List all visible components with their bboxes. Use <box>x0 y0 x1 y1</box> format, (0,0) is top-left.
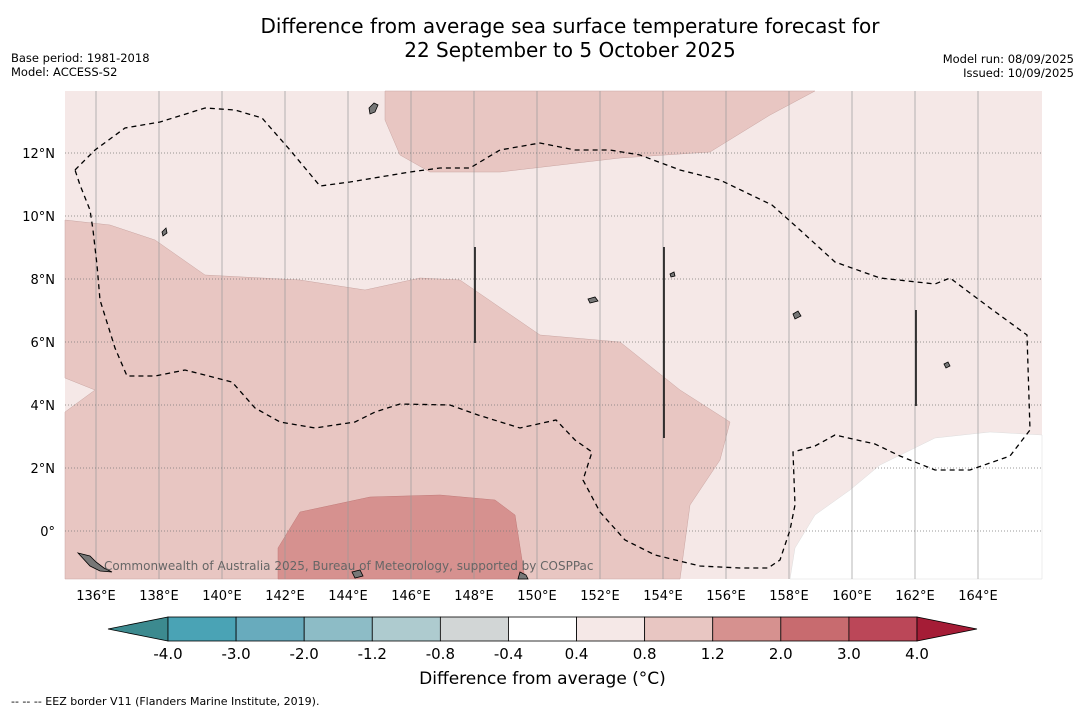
colorbar-tick-label: 2.0 <box>769 645 793 663</box>
lat-label: 6°N <box>31 336 56 351</box>
colorbar: -4.0 -3.0 -2.0 -1.2 -0.8 -0.4 0.4 0.8 1.2 2.0 3.0 4… <box>107 616 978 663</box>
latitude-labels: 12°N 10°N 8°N 6°N 4°N 2°N 0° <box>22 147 55 540</box>
island-1 <box>368 102 379 115</box>
colorbar-title: Difference from average (°C) <box>419 669 666 689</box>
credit-text: Commonwealth of Australia 2025, Bureau o… <box>104 559 594 573</box>
lat-label: 4°N <box>31 399 56 414</box>
lat-label: 10°N <box>22 210 55 225</box>
lon-label: 164°E <box>958 589 998 604</box>
colorbar-tick-label: -0.8 <box>426 645 455 663</box>
title-line-1: Difference from average sea surface temp… <box>260 14 880 38</box>
title-line-2: 22 September to 5 October 2025 <box>404 38 736 62</box>
meta-right: Model run: 08/09/2025 Issued: 10/09/2025 <box>943 52 1074 80</box>
colorbar-extend-high <box>916 616 978 642</box>
colorbar-tick-label: 0.8 <box>633 645 657 663</box>
island-2 <box>161 227 168 237</box>
islands <box>76 102 951 580</box>
lon-label: 156°E <box>706 589 746 604</box>
longitude-gridlines <box>95 91 979 579</box>
colorbar-tick-label: -3.0 <box>221 645 250 663</box>
island-8 <box>517 571 529 580</box>
colorbar-segment <box>371 616 441 642</box>
colorbar-tick-label: 0.4 <box>565 645 589 663</box>
base-period: Base period: 1981-2018 <box>11 51 150 65</box>
colorbar-tick-label: -0.4 <box>494 645 523 663</box>
latitude-gridlines <box>65 152 1042 532</box>
lon-label: 148°E <box>454 589 494 604</box>
lon-label: 160°E <box>832 589 872 604</box>
colorbar-tick-label: 3.0 <box>837 645 861 663</box>
colorbar-segment <box>712 616 782 642</box>
lon-label: 138°E <box>139 589 179 604</box>
anomaly-region-south <box>277 494 526 580</box>
colorbar-segment <box>303 616 373 642</box>
colorbar-segment <box>439 616 509 642</box>
colorbar-tick-label: -4.0 <box>153 645 182 663</box>
colorbar-segment <box>576 616 646 642</box>
colorbar-segment <box>508 616 577 642</box>
lon-label: 162°E <box>895 589 935 604</box>
vertical-markers <box>474 247 917 438</box>
eez-border <box>74 107 1031 569</box>
colorbar-segment <box>235 616 305 642</box>
colorbar-tick-label: 4.0 <box>905 645 929 663</box>
model-run: Model run: 08/09/2025 <box>942 52 1074 66</box>
longitude-labels: 136°E 138°E 140°E 142°E 144°E 146°E 148°… <box>76 589 998 604</box>
island-7 <box>76 552 113 573</box>
colorbar-tick-label: -1.2 <box>358 645 387 663</box>
island-4 <box>792 310 802 320</box>
colorbar-segment <box>848 616 918 642</box>
island-5 <box>943 361 951 369</box>
colorbar-extend-low <box>107 616 169 642</box>
lon-label: 146°E <box>391 589 431 604</box>
island-6 <box>669 271 676 278</box>
model-name: Model: ACCESS-S2 <box>11 65 118 79</box>
colorbar-segment <box>780 616 850 642</box>
lat-label: 8°N <box>31 273 56 288</box>
lat-label: 0° <box>40 525 55 540</box>
colorbar-tick-label: -2.0 <box>290 645 319 663</box>
lon-label: 150°E <box>517 589 557 604</box>
lon-label: 154°E <box>643 589 683 604</box>
island-9 <box>351 569 364 579</box>
anomaly-region-west <box>64 219 731 580</box>
lat-label: 12°N <box>22 147 55 162</box>
colorbar-tick-label: 1.2 <box>701 645 725 663</box>
colorbar-segment <box>644 616 714 642</box>
lon-label: 144°E <box>328 589 368 604</box>
lon-label: 136°E <box>76 589 116 604</box>
map-title: Difference from average sea surface temp… <box>0 14 1085 62</box>
lon-label: 158°E <box>769 589 809 604</box>
eez-footnote: -- -- -- EEZ border V11 (Flanders Marine… <box>11 695 320 708</box>
issued-date: Issued: 10/09/2025 <box>963 66 1074 80</box>
island-3 <box>587 296 599 304</box>
meta-left: Base period: 1981-2018 Model: ACCESS-S2 <box>11 51 150 79</box>
lon-label: 140°E <box>202 589 242 604</box>
colorbar-segment <box>167 616 237 642</box>
lon-label: 152°E <box>580 589 620 604</box>
anomaly-region-neutral <box>789 431 1043 580</box>
lon-label: 142°E <box>265 589 305 604</box>
lat-label: 2°N <box>31 462 56 477</box>
